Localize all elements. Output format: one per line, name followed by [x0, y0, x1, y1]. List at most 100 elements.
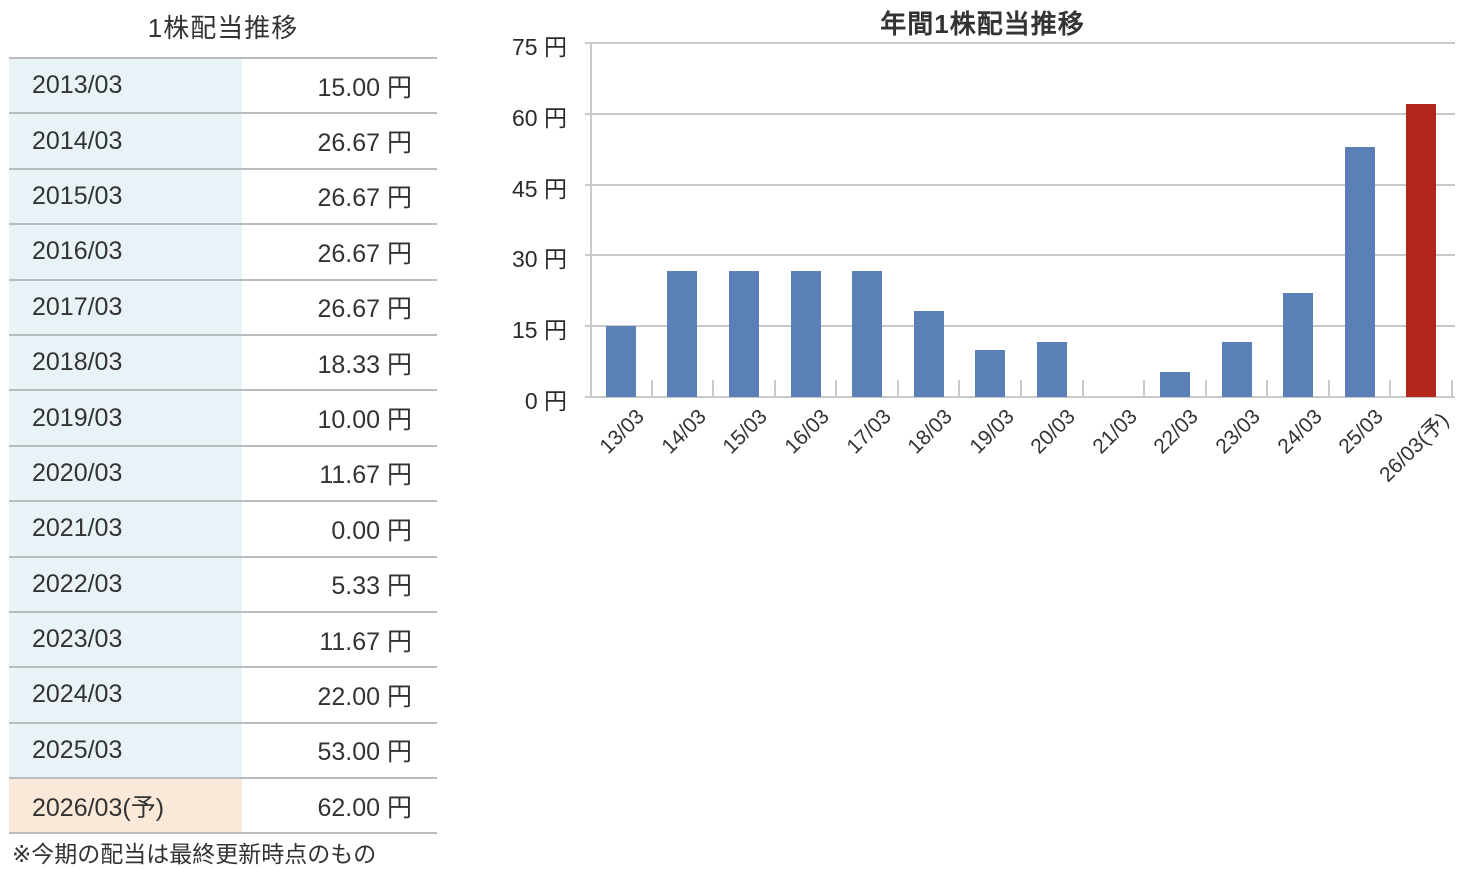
table-row: 2016/03 26.67 円	[9, 223, 437, 279]
dividend-value-cell: 11.67 円	[319, 461, 412, 490]
x-axis-tick	[712, 380, 715, 396]
x-tick-label: 21/03	[1088, 405, 1142, 459]
dividend-value-cell: 53.00 円	[317, 738, 412, 767]
chart-bar	[1036, 341, 1067, 397]
dividend-value-cell: 11.67 円	[319, 627, 412, 656]
chart-bar	[1344, 146, 1375, 397]
period-cell: 2023/03	[9, 612, 242, 667]
y-axis-label: 45 円	[512, 175, 567, 202]
chart-title: 年間1株配当推移	[880, 9, 1085, 39]
column-divider	[242, 723, 246, 778]
column-divider	[242, 557, 246, 611]
column-divider	[242, 391, 246, 445]
x-axis-tick	[650, 380, 653, 396]
table-row: 2023/03 11.67 円	[9, 610, 437, 667]
chart-bar	[852, 271, 883, 397]
y-axis-label: 15 円	[512, 317, 567, 344]
dividend-value-cell: 15.00 円	[317, 73, 412, 102]
column-divider	[242, 59, 246, 113]
y-axis-label: 75 円	[512, 34, 567, 60]
period-cell: 2020/03	[9, 446, 242, 501]
column-divider	[242, 335, 246, 390]
x-axis-tick	[1389, 380, 1392, 396]
x-axis-tick	[1327, 380, 1330, 396]
y-axis-label: 60 円	[512, 104, 567, 131]
x-tick-label: 14/03	[657, 405, 711, 459]
column-divider	[242, 502, 246, 556]
x-tick-label: 13/03	[595, 405, 650, 459]
x-tick-label: 19/03	[965, 405, 1019, 459]
dividend-table-rows: 2013/03 15.00 円 2014/03 26.67 円 2015/03 26.67…	[9, 57, 437, 833]
dividend-value-cell: 62.00 円	[317, 793, 412, 822]
x-tick-label: 23/03	[1211, 405, 1265, 459]
x-tick-label: 22/03	[1149, 405, 1204, 459]
table-footnote: ※今期の配当は最終更新時点のもの	[12, 841, 377, 867]
dividend-page: 1株配当推移 2013/03 15.00 円 2014/03 26.67 円 2015/…	[9, 9, 1455, 867]
y-axis-label: 30 円	[512, 246, 567, 273]
chart-bar	[1221, 341, 1252, 397]
table-row: 2024/03 22.00 円	[9, 666, 437, 722]
dividend-value-cell: 26.67 円	[317, 129, 412, 158]
column-divider	[242, 446, 246, 501]
period-cell: 2025/03	[9, 723, 242, 778]
dividend-history-table: 2013/03 15.00 円 2014/03 26.67 円 2015/03 26.67…	[9, 57, 437, 835]
column-divider	[242, 612, 246, 667]
x-axis-tick	[773, 380, 776, 396]
chart-bar	[667, 271, 698, 397]
period-cell: 2013/03	[9, 59, 242, 113]
dividend-value-cell: 0.00 円	[331, 516, 412, 545]
table-title: 1株配当推移	[147, 13, 299, 43]
table-row: 2020/03 11.67 円	[9, 444, 437, 501]
x-tick-label: 25/03	[1334, 405, 1388, 459]
dividend-value-cell: 22.00 円	[317, 682, 412, 711]
chart-bar	[728, 271, 759, 397]
period-cell: 2026/03(予)	[9, 779, 242, 833]
x-axis-tick	[1451, 380, 1453, 396]
x-tick-label: 18/03	[903, 405, 957, 459]
x-axis-tick	[1204, 380, 1207, 396]
period-cell: 2014/03	[9, 114, 242, 168]
period-cell: 2024/03	[9, 668, 242, 722]
dividend-value-cell: 5.33 円	[331, 572, 412, 601]
dividend-value-cell: 10.00 円	[317, 406, 412, 435]
y-axis-label: 0 円	[524, 388, 567, 414]
period-cell: 2021/03	[9, 502, 242, 556]
x-axis-tick	[1081, 380, 1084, 396]
table-row: 2019/03 10.00 円	[9, 389, 437, 445]
period-cell: 2015/03	[9, 169, 242, 224]
x-axis-tick	[835, 380, 838, 396]
table-row: 2013/03 15.00 円	[9, 57, 437, 113]
dividend-value-cell: 26.67 円	[317, 295, 412, 324]
chart-bar	[605, 326, 636, 397]
table-row: 2025/03 53.00 円	[9, 721, 437, 778]
x-axis-tick	[1020, 380, 1022, 396]
x-axis-baseline	[585, 396, 1455, 398]
dividend-value-cell: 26.67 円	[317, 239, 412, 268]
chart-bar	[913, 310, 944, 397]
x-tick-label: 24/03	[1272, 405, 1327, 459]
dividend-value-cell: 26.67 円	[317, 184, 412, 213]
gridline	[585, 325, 1455, 328]
dividend-value-cell: 18.33 円	[317, 350, 412, 379]
chart-bar-forecast	[1406, 104, 1437, 397]
x-tick-label: 17/03	[841, 405, 896, 459]
column-divider	[242, 668, 246, 722]
table-row: 2014/03 26.67 円	[9, 112, 437, 168]
column-divider	[242, 114, 246, 168]
chart-bar	[1159, 371, 1190, 397]
x-tick-label: 15/03	[718, 405, 773, 459]
table-row: 2021/03 0.00 円	[9, 500, 437, 556]
table-bottom-border	[9, 832, 437, 835]
column-divider	[242, 280, 246, 334]
period-cell: 2019/03	[9, 391, 242, 445]
chart-bar	[790, 271, 821, 397]
gridline	[585, 112, 1455, 115]
column-divider	[242, 225, 246, 279]
gridline	[585, 42, 1455, 44]
table-row: 2018/03 18.33 円	[9, 333, 437, 390]
x-axis-tick	[958, 380, 961, 396]
x-tick-label: 16/03	[780, 405, 834, 459]
x-tick-label: 20/03	[1026, 405, 1081, 459]
period-cell: 2017/03	[9, 280, 242, 334]
period-cell: 2016/03	[9, 225, 242, 279]
